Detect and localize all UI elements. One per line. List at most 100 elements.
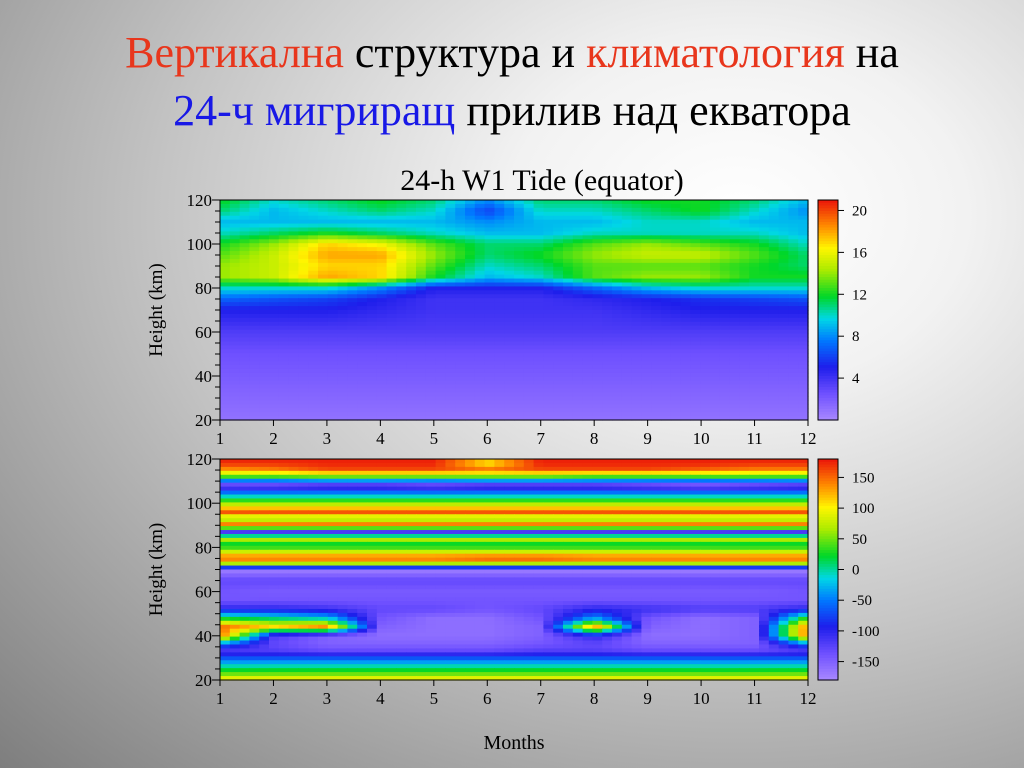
heatmap-cell bbox=[376, 470, 388, 476]
heatmap-cell bbox=[278, 372, 290, 378]
heatmap-cell bbox=[484, 313, 495, 319]
heatmap-cell bbox=[425, 502, 437, 507]
heatmap-cell bbox=[269, 466, 280, 472]
heatmap-cell bbox=[278, 553, 290, 559]
heatmap-cell bbox=[367, 274, 378, 280]
heatmap-cell bbox=[288, 530, 299, 535]
heatmap-cell bbox=[327, 290, 339, 295]
heatmap-cell bbox=[798, 526, 809, 531]
heatmap-cell bbox=[425, 306, 437, 311]
heatmap-cell bbox=[612, 219, 623, 225]
heatmap-cell bbox=[680, 494, 691, 500]
heatmap-cell bbox=[612, 482, 623, 488]
heatmap-cell bbox=[406, 396, 417, 401]
heatmap-cell bbox=[376, 365, 388, 370]
heatmap-cell bbox=[308, 553, 319, 559]
heatmap-cell bbox=[690, 361, 701, 366]
heatmap-cell bbox=[474, 486, 486, 492]
heatmap-cell bbox=[288, 274, 299, 280]
heatmap-cell bbox=[318, 478, 329, 484]
heatmap-cell bbox=[729, 537, 740, 543]
heatmap-cell bbox=[386, 376, 397, 382]
heatmap-cell bbox=[523, 341, 535, 346]
heatmap-cell bbox=[690, 251, 701, 256]
heatmap-cell bbox=[700, 530, 711, 535]
heatmap-cell bbox=[582, 502, 593, 507]
heatmap-cell bbox=[386, 270, 397, 276]
heatmap-cell bbox=[582, 235, 593, 240]
heatmap-cell bbox=[337, 207, 348, 213]
heatmap-cell bbox=[514, 203, 525, 209]
heatmap-cell bbox=[582, 404, 593, 409]
heatmap-cell bbox=[729, 365, 740, 370]
heatmap-cell bbox=[445, 494, 456, 500]
heatmap-cell bbox=[308, 215, 319, 221]
heatmap-cell bbox=[631, 478, 642, 484]
heatmap-cell bbox=[484, 227, 495, 233]
heatmap-cell bbox=[670, 321, 682, 327]
heatmap-cell bbox=[396, 482, 407, 488]
heatmap-cell bbox=[592, 502, 603, 507]
heatmap-cell bbox=[533, 494, 544, 500]
heatmap-cell bbox=[582, 243, 593, 248]
heatmap-cell bbox=[729, 298, 740, 303]
heatmap-cell bbox=[788, 329, 799, 335]
heatmap-cell bbox=[621, 412, 633, 417]
heatmap-cell bbox=[259, 223, 270, 229]
heatmap-cell bbox=[739, 462, 750, 468]
heatmap-cell bbox=[543, 533, 554, 539]
heatmap-cell bbox=[680, 533, 691, 539]
heatmap-cell bbox=[612, 541, 623, 547]
heatmap-cell bbox=[670, 247, 682, 252]
heatmap-cell bbox=[357, 478, 368, 484]
heatmap-cell bbox=[710, 384, 721, 390]
heatmap-cell bbox=[308, 333, 319, 339]
heatmap-cell bbox=[357, 337, 368, 343]
heatmap-cell bbox=[425, 510, 437, 515]
heatmap-cell bbox=[631, 412, 642, 417]
heatmap-cell bbox=[631, 278, 642, 284]
heatmap-cell bbox=[416, 219, 427, 225]
heatmap-cell bbox=[759, 474, 770, 480]
heatmap-cell bbox=[406, 490, 417, 496]
heatmap-cell bbox=[621, 333, 633, 339]
heatmap-cell bbox=[308, 266, 319, 272]
heatmap-cell bbox=[778, 478, 789, 484]
heatmap-cell bbox=[543, 337, 554, 343]
heatmap-cell bbox=[386, 372, 397, 378]
heatmap-cell bbox=[298, 313, 309, 319]
heatmap-cell bbox=[670, 494, 682, 500]
heatmap-cell bbox=[416, 553, 427, 559]
heatmap-cell bbox=[357, 459, 368, 464]
heatmap-cell bbox=[347, 462, 358, 468]
heatmap-cell bbox=[269, 486, 280, 492]
heatmap-cell bbox=[278, 278, 290, 284]
heatmap-cell bbox=[523, 357, 535, 362]
heatmap-cell bbox=[416, 388, 427, 394]
heatmap-cell bbox=[563, 514, 574, 519]
heatmap-cell bbox=[249, 478, 260, 484]
heatmap-cell bbox=[318, 514, 329, 519]
heatmap-cell bbox=[514, 514, 525, 519]
heatmap-cell bbox=[768, 274, 780, 280]
heatmap-cell bbox=[533, 522, 544, 527]
heatmap-cell bbox=[318, 518, 329, 523]
heatmap-cell bbox=[308, 380, 319, 386]
heatmap-cell bbox=[220, 227, 231, 233]
heatmap-cell bbox=[533, 408, 544, 413]
heatmap-cell bbox=[631, 247, 642, 252]
heatmap-cell bbox=[759, 470, 770, 476]
heatmap-cell bbox=[680, 412, 691, 417]
heatmap-cell bbox=[455, 200, 466, 205]
heatmap-cell bbox=[602, 474, 613, 480]
heatmap-cell bbox=[347, 231, 358, 236]
heatmap-cell bbox=[572, 365, 584, 370]
heatmap-cell bbox=[220, 466, 231, 472]
heatmap-cell bbox=[612, 235, 623, 240]
colorbar-tick-label: 20 bbox=[852, 203, 867, 219]
heatmap-cell bbox=[229, 298, 241, 303]
heatmap-cell bbox=[641, 408, 652, 413]
heatmap-cell bbox=[318, 294, 329, 299]
heatmap-cell bbox=[661, 459, 672, 464]
heatmap-cell bbox=[700, 474, 711, 480]
